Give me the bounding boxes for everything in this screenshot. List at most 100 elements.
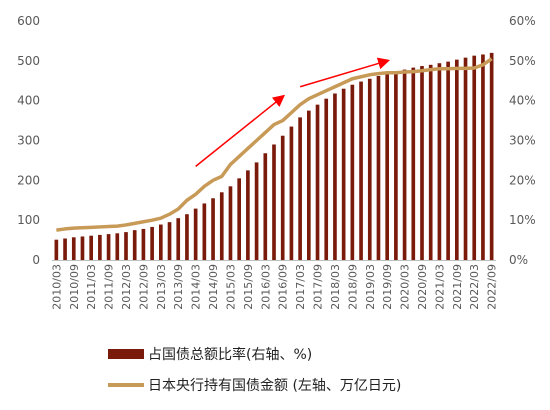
x-tick-label: 2013/09 [172, 264, 185, 310]
left-tick-label: 0 [32, 253, 40, 267]
legend-item-line: 日本央行持有国债金额 (左轴、万亿日元) [108, 375, 401, 395]
bar [211, 198, 215, 260]
bar [272, 144, 276, 260]
bar [115, 233, 120, 260]
bar [481, 54, 485, 261]
x-tick-label: 2018/09 [346, 264, 359, 310]
bar [54, 239, 59, 260]
x-tick-label: 2012/09 [137, 264, 150, 310]
annotation-arrow [299, 57, 391, 88]
bar [437, 63, 442, 261]
x-tick-label: 2015/03 [224, 264, 237, 310]
bar [394, 71, 398, 260]
bar [333, 93, 337, 260]
left-tick-label: 400 [17, 94, 40, 108]
legend-swatch-bar [108, 349, 144, 359]
bar [219, 192, 224, 260]
bar [420, 66, 424, 261]
bar [150, 226, 154, 260]
bar [411, 67, 416, 260]
legend-swatch-line [108, 383, 144, 387]
x-tick-label: 2012/03 [120, 264, 133, 310]
bar [167, 222, 172, 260]
left-tick-label: 500 [17, 54, 40, 68]
x-tick-label: 2017/03 [294, 264, 307, 310]
right-tick-label: 0% [509, 253, 528, 267]
bar [185, 214, 189, 260]
bar [472, 55, 477, 260]
bar [350, 84, 355, 260]
bar [193, 208, 198, 260]
bar [454, 59, 459, 260]
bar [341, 88, 346, 260]
bar [228, 186, 233, 260]
bar [202, 203, 207, 260]
right-tick-label: 30% [509, 134, 536, 148]
x-tick-label: 2015/09 [242, 264, 255, 310]
bar [63, 238, 67, 260]
bar [402, 69, 407, 260]
bar [98, 234, 102, 260]
x-tick-label: 2010/03 [50, 264, 63, 310]
bar [158, 224, 163, 260]
bar [89, 235, 94, 260]
right-tick-label: 60% [509, 14, 536, 28]
x-tick-label: 2010/09 [68, 264, 81, 310]
bar [489, 52, 494, 260]
left-tick-label: 100 [17, 213, 40, 227]
bar [359, 81, 363, 261]
x-tick-label: 2019/09 [381, 264, 394, 310]
x-tick-label: 2021/09 [451, 264, 464, 310]
bar [80, 236, 85, 260]
right-tick-label: 20% [509, 173, 536, 187]
bar [124, 232, 128, 260]
bar [446, 61, 450, 260]
bar [315, 104, 320, 261]
x-tick-label: 2018/03 [329, 264, 342, 310]
series-line [56, 57, 493, 232]
x-tick-label: 2017/09 [312, 264, 325, 310]
bar [254, 162, 259, 260]
left-tick-label: 300 [17, 134, 40, 148]
x-tick-label: 2016/03 [259, 264, 272, 310]
bar [71, 237, 76, 260]
bar [306, 110, 311, 260]
x-tick-label: 2022/03 [468, 264, 481, 310]
legend-item-bar: 占国债总额比率(右轴、%) [108, 344, 312, 364]
bar [176, 218, 181, 260]
bar [367, 78, 372, 260]
right-tick-label: 40% [509, 94, 536, 108]
bar [237, 178, 242, 260]
x-tick-label: 2016/09 [277, 264, 290, 310]
x-tick-label: 2019/03 [364, 264, 377, 310]
x-tick-label: 2022/09 [486, 264, 499, 310]
bar [298, 117, 302, 260]
right-tick-label: 10% [509, 213, 536, 227]
x-tick-label: 2014/09 [207, 264, 220, 310]
x-tick-label: 2020/03 [399, 264, 412, 310]
chart-svg: 0 100 200 300 400 500 600 0% 10% 20% 30% 40% 50% 60% 2… [17, 14, 536, 310]
annotation-arrow [195, 94, 286, 167]
right-tick-label: 50% [509, 54, 536, 68]
bar [385, 73, 390, 260]
x-tick-label: 2020/09 [416, 264, 429, 310]
bar [106, 234, 111, 260]
x-tick-label: 2021/03 [433, 264, 446, 310]
bar [428, 64, 433, 260]
bar [132, 230, 137, 260]
legend-label-line: 日本央行持有国债金额 (左轴、万亿日元) [148, 378, 402, 394]
x-tick-label: 2011/09 [103, 264, 116, 310]
left-tick-label: 600 [17, 14, 40, 28]
bar [376, 75, 381, 260]
bar [289, 126, 294, 260]
x-tick-label: 2014/03 [190, 264, 203, 310]
legend-label-bar: 占国债总额比率(右轴、%) [148, 347, 313, 363]
bar [141, 228, 146, 260]
bar [246, 170, 250, 260]
x-tick-label: 2011/03 [85, 264, 98, 310]
bar [280, 135, 285, 260]
left-tick-label: 200 [17, 173, 40, 187]
bar [324, 98, 329, 260]
x-tick-label: 2013/03 [155, 264, 168, 310]
